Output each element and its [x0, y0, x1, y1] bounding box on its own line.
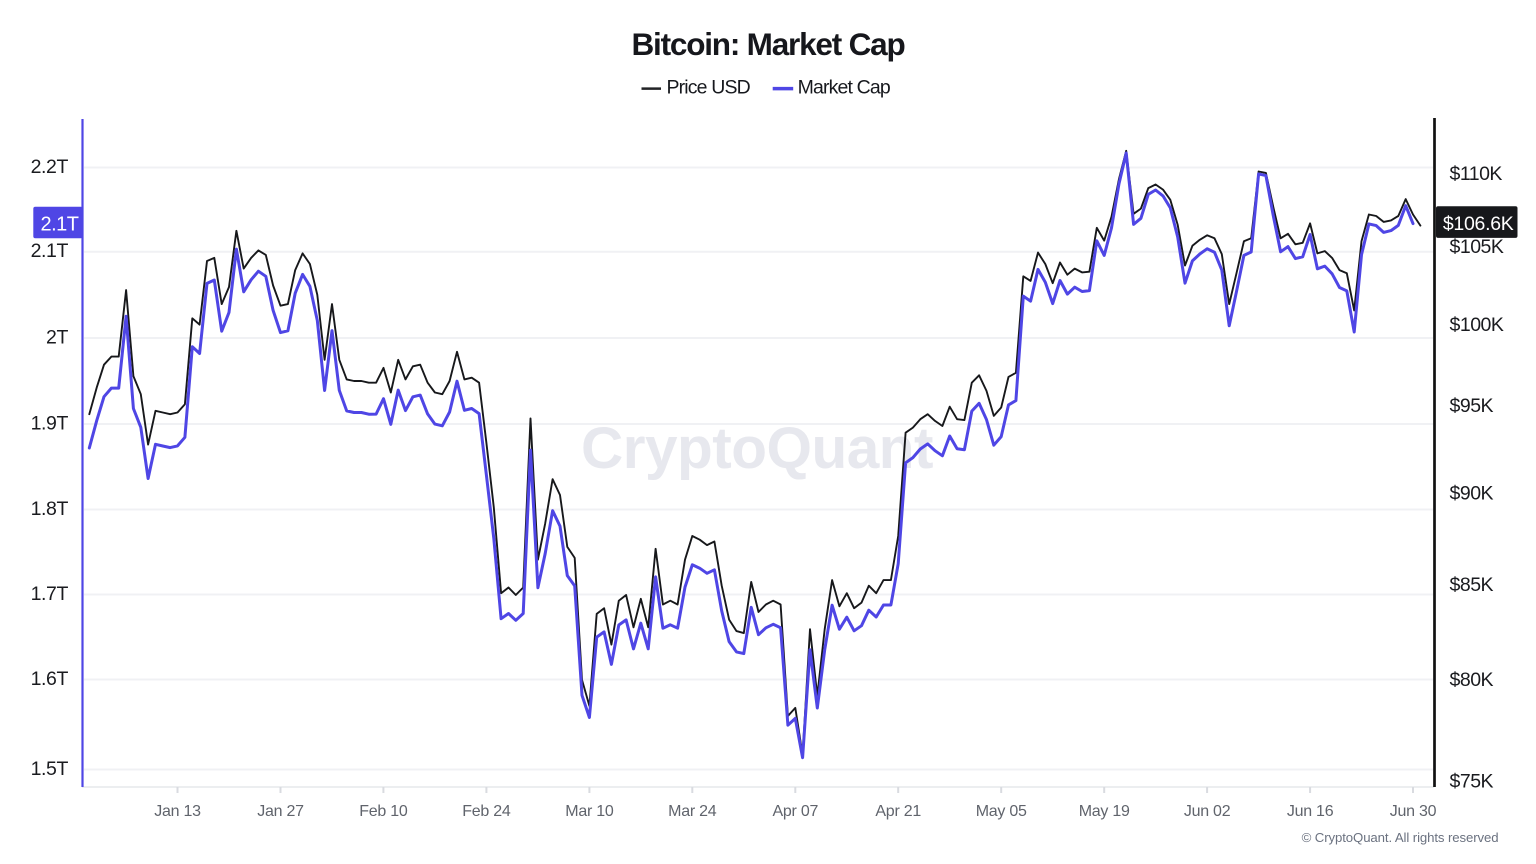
- svg-text:2T: 2T: [46, 326, 68, 348]
- svg-text:$85K: $85K: [1450, 574, 1494, 596]
- svg-text:$106.6K: $106.6K: [1443, 213, 1514, 235]
- svg-text:Price USD: Price USD: [667, 77, 751, 99]
- svg-text:Apr 07: Apr 07: [772, 803, 818, 820]
- svg-text:Mar 24: Mar 24: [668, 803, 717, 820]
- svg-text:$100K: $100K: [1450, 314, 1504, 336]
- svg-text:2.1T: 2.1T: [31, 240, 69, 262]
- svg-text:Jan 27: Jan 27: [257, 803, 304, 820]
- svg-text:1.7T: 1.7T: [31, 583, 69, 605]
- svg-text:May 19: May 19: [1079, 803, 1130, 820]
- svg-text:Mar 10: Mar 10: [565, 803, 614, 820]
- svg-text:2.1T: 2.1T: [40, 213, 78, 235]
- svg-text:Jan 13: Jan 13: [154, 803, 201, 820]
- svg-text:$95K: $95K: [1450, 395, 1494, 417]
- svg-text:1.8T: 1.8T: [31, 498, 69, 520]
- svg-text:Market Cap: Market Cap: [798, 77, 891, 99]
- svg-text:1.5T: 1.5T: [31, 758, 69, 780]
- svg-text:Feb 24: Feb 24: [462, 803, 511, 820]
- svg-text:1.6T: 1.6T: [31, 668, 69, 690]
- svg-text:$75K: $75K: [1450, 771, 1494, 793]
- svg-text:Jun 02: Jun 02: [1184, 803, 1231, 820]
- svg-text:Bitcoin: Market Cap: Bitcoin: Market Cap: [632, 26, 905, 62]
- svg-text:CryptoQuant: CryptoQuant: [581, 416, 933, 481]
- svg-text:$80K: $80K: [1450, 669, 1494, 691]
- svg-text:$105K: $105K: [1450, 236, 1504, 258]
- svg-text:© CryptoQuant. All rights rese: © CryptoQuant. All rights reserved: [1302, 830, 1499, 845]
- svg-text:Jun 16: Jun 16: [1287, 803, 1334, 820]
- svg-text:Jun 30: Jun 30: [1390, 803, 1437, 820]
- svg-text:Feb 10: Feb 10: [359, 803, 408, 820]
- svg-text:2.2T: 2.2T: [31, 156, 69, 178]
- svg-text:Apr 21: Apr 21: [875, 803, 921, 820]
- svg-text:May 05: May 05: [976, 803, 1027, 820]
- svg-text:$110K: $110K: [1450, 163, 1503, 185]
- svg-text:$90K: $90K: [1450, 483, 1494, 505]
- svg-text:1.9T: 1.9T: [31, 412, 69, 434]
